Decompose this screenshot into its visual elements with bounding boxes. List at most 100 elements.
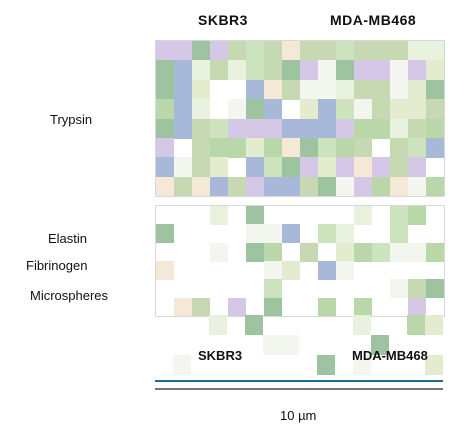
image-tile bbox=[228, 99, 246, 120]
image-tile bbox=[408, 206, 426, 225]
image-tile bbox=[210, 157, 228, 178]
image-tile bbox=[282, 41, 300, 61]
image-tile bbox=[282, 224, 300, 244]
column-label-mda: MDA-MB468 bbox=[330, 12, 417, 28]
image-tile bbox=[156, 118, 174, 139]
image-tile bbox=[210, 41, 228, 61]
image-tile bbox=[390, 79, 408, 100]
image-tile bbox=[228, 118, 246, 139]
image-tile bbox=[300, 242, 318, 262]
image-tile bbox=[264, 60, 282, 81]
image-tile bbox=[372, 176, 390, 196]
panel-top bbox=[155, 40, 445, 197]
image-tile bbox=[318, 224, 336, 244]
image-tile bbox=[156, 41, 174, 61]
image-tile bbox=[318, 118, 336, 139]
image-tile bbox=[336, 261, 354, 280]
image-tile bbox=[354, 41, 372, 61]
image-tile bbox=[282, 261, 300, 280]
image-tile bbox=[371, 335, 389, 355]
image-tile bbox=[246, 224, 264, 244]
image-tile bbox=[192, 137, 210, 158]
image-tile bbox=[246, 157, 264, 178]
image-tile bbox=[318, 176, 336, 196]
image-tile bbox=[264, 261, 282, 280]
image-tile bbox=[372, 60, 390, 81]
image-tile bbox=[318, 297, 336, 316]
image-tile bbox=[336, 41, 354, 61]
image-tile bbox=[264, 242, 282, 262]
image-tile bbox=[372, 157, 390, 178]
image-tile bbox=[372, 79, 390, 100]
image-tile bbox=[282, 137, 300, 158]
image-tile bbox=[281, 335, 299, 355]
image-tile bbox=[210, 137, 228, 158]
image-tile bbox=[408, 279, 426, 299]
image-tile bbox=[408, 157, 426, 178]
image-tile bbox=[174, 99, 192, 120]
sub-label-skbr3: SKBR3 bbox=[198, 348, 243, 363]
image-tile bbox=[336, 137, 354, 158]
image-tile bbox=[408, 297, 426, 316]
image-tile bbox=[354, 60, 372, 81]
separator-line-2 bbox=[155, 388, 443, 390]
image-tile bbox=[282, 60, 300, 81]
image-tile bbox=[336, 99, 354, 120]
image-tile bbox=[210, 118, 228, 139]
image-tile bbox=[318, 41, 336, 61]
image-tile bbox=[318, 157, 336, 178]
row-label-elastin: Elastin bbox=[48, 231, 88, 246]
image-tile bbox=[228, 60, 246, 81]
image-tile bbox=[210, 206, 228, 225]
image-tile bbox=[282, 157, 300, 178]
image-tile bbox=[300, 176, 318, 196]
image-tile bbox=[156, 224, 174, 244]
image-tile bbox=[174, 41, 192, 61]
image-tile bbox=[318, 261, 336, 280]
image-tile bbox=[390, 206, 408, 225]
image-tile bbox=[390, 279, 408, 299]
image-tile bbox=[228, 176, 246, 196]
image-tile bbox=[390, 242, 408, 262]
image-tile bbox=[390, 157, 408, 178]
image-tile bbox=[156, 99, 174, 120]
image-tile bbox=[426, 60, 444, 81]
image-tile bbox=[425, 355, 443, 375]
image-tile bbox=[264, 157, 282, 178]
image-tile bbox=[192, 79, 210, 100]
image-tile bbox=[354, 79, 372, 100]
image-tile bbox=[192, 99, 210, 120]
image-tile bbox=[408, 176, 426, 196]
image-tile bbox=[336, 224, 354, 244]
image-tile bbox=[390, 224, 408, 244]
image-tile bbox=[372, 99, 390, 120]
image-tile bbox=[246, 118, 264, 139]
image-tile bbox=[390, 41, 408, 61]
sub-label-mda: MDA-MB468 bbox=[352, 348, 428, 363]
image-tile bbox=[408, 79, 426, 100]
image-tile bbox=[390, 60, 408, 81]
image-tile bbox=[408, 118, 426, 139]
image-tile bbox=[426, 279, 444, 299]
image-tile bbox=[174, 79, 192, 100]
image-tile bbox=[264, 279, 282, 299]
image-tile bbox=[354, 176, 372, 196]
image-tile bbox=[318, 60, 336, 81]
image-tile bbox=[246, 99, 264, 120]
image-tile bbox=[282, 176, 300, 196]
image-tile bbox=[192, 118, 210, 139]
image-tile bbox=[426, 137, 444, 158]
row-label-trypsin: Trypsin bbox=[50, 112, 93, 127]
image-tile bbox=[192, 41, 210, 61]
image-tile bbox=[390, 176, 408, 196]
image-tile bbox=[354, 242, 372, 262]
image-tile bbox=[246, 242, 264, 262]
row-label-microspheres: Microspheres bbox=[30, 288, 109, 303]
image-tile bbox=[426, 118, 444, 139]
image-tile bbox=[174, 60, 192, 81]
image-tile bbox=[354, 99, 372, 120]
image-tile bbox=[210, 60, 228, 81]
image-tile bbox=[264, 224, 282, 244]
image-tile bbox=[390, 137, 408, 158]
scale-label: 10 µm bbox=[280, 408, 317, 423]
